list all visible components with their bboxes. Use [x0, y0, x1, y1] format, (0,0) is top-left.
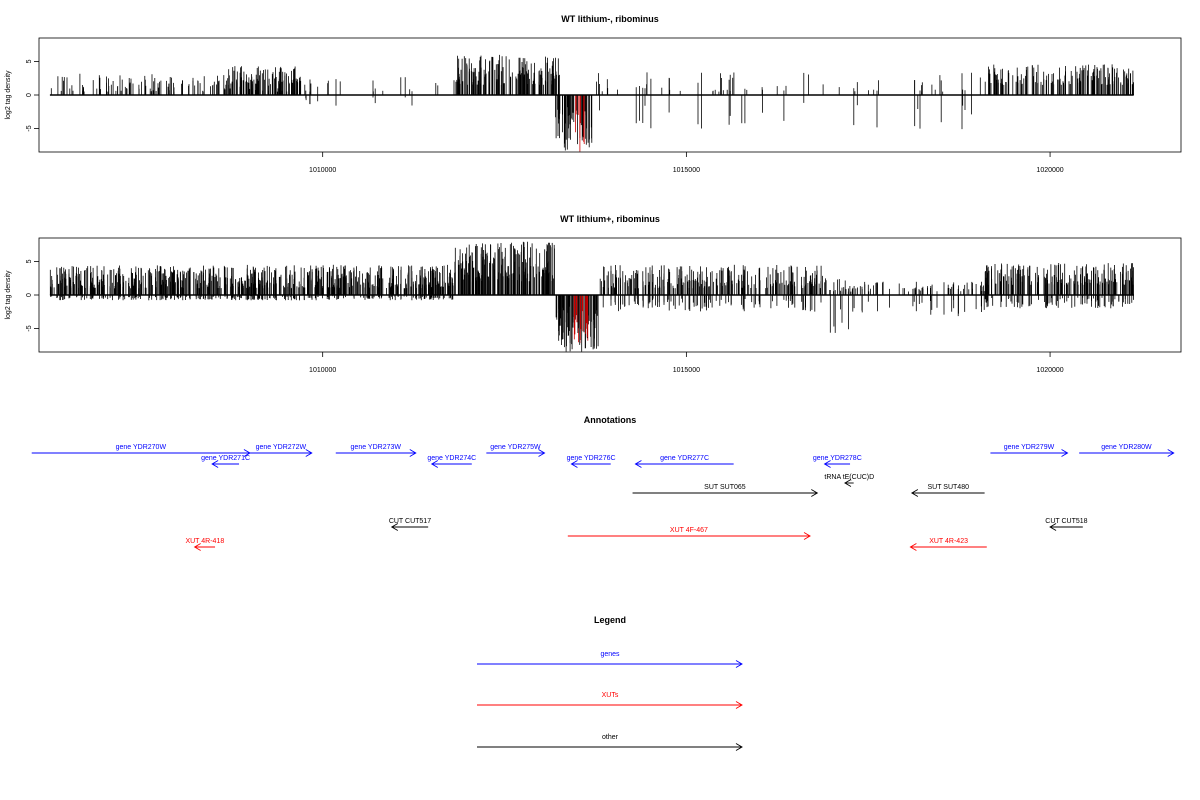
annotation-feature: gene YDR279W: [990, 444, 1069, 457]
y-tick-label: 5: [26, 59, 33, 63]
annotation-label: gene YDR278C: [813, 455, 862, 462]
plot-title: WT lithium-, ribominus: [561, 14, 659, 24]
legend-item: XUTs: [477, 692, 743, 709]
annotation-feature: CUT CUT517: [389, 518, 431, 531]
annotations-panel: Annotations gene YDR270W gene YDR271C gene …: [31, 415, 1175, 551]
annotation-feature: gene YDR274C: [427, 455, 476, 468]
legend-item: other: [477, 734, 743, 751]
legend-title: Legend: [594, 615, 626, 625]
legend-label: genes: [600, 651, 620, 658]
track-panel-lithium-plus: WT lithium+, ribominus -5 0 5 log2 tag densi…: [5, 214, 1182, 374]
annotation-label: XUT 4R-423: [929, 538, 968, 545]
x-axis: 1010000 1015000 1020000: [309, 352, 1064, 374]
y-axis-label: log2 tag density: [5, 270, 12, 320]
annotation-feature: CUT CUT518: [1045, 518, 1088, 531]
annotation-label: gene YDR279W: [1004, 444, 1055, 451]
legend-label: XUTs: [602, 692, 619, 699]
y-tick-label: 5: [26, 259, 33, 263]
legend-item: genes: [477, 651, 743, 668]
annotation-label: SUT SUT065: [704, 484, 746, 491]
y-axis: -5 0 5 log2 tag density: [5, 59, 39, 132]
y-tick-label: -5: [26, 325, 33, 331]
annotation-label: gene YDR280W: [1101, 444, 1152, 451]
plot-title: WT lithium+, ribominus: [560, 214, 660, 224]
x-tick-label: 1020000: [1036, 367, 1063, 374]
y-tick-label: 0: [26, 93, 33, 97]
signal-bars: [50, 54, 1134, 152]
annotation-label: gene YDR274C: [427, 455, 476, 462]
annotation-label: gene YDR271C: [201, 455, 250, 462]
annotation-feature: gene YDR275W: [486, 444, 546, 457]
annotation-feature: gene YDR271C: [201, 455, 250, 468]
annotation-feature: gene YDR276C: [567, 455, 616, 468]
annotation-label: CUT CUT518: [1045, 518, 1087, 525]
annotation-feature: gene YDR278C: [813, 455, 862, 468]
annotation-label: XUT 4R-418: [185, 538, 224, 545]
annotation-feature: gene YDR280W: [1079, 444, 1175, 457]
legend-panel: Legend genes XUTs other: [477, 615, 743, 751]
x-tick-label: 1010000: [309, 367, 336, 374]
annotation-label: SUT SUT480: [927, 484, 969, 491]
x-tick-label: 1015000: [673, 367, 700, 374]
x-axis: 1010000 1015000 1020000: [309, 152, 1064, 174]
y-axis: -5 0 5 log2 tag density: [5, 259, 39, 332]
annotation-feature: XUT 4R-418: [185, 538, 224, 551]
annotation-feature: gene YDR277C: [634, 455, 734, 468]
annotation-feature: gene YDR273W: [335, 444, 417, 457]
signal-bars: [49, 241, 1134, 352]
annotation-feature: gene YDR272W: [249, 444, 313, 457]
annotation-label: gene YDR270W: [116, 444, 167, 451]
annotation-label: XUT 4F-467: [670, 527, 708, 534]
annotation-feature: SUT SUT480: [910, 484, 985, 497]
y-tick-label: -5: [26, 125, 33, 131]
track-panel-lithium-minus: WT lithium-, ribominus -5 0 5 log2 tag densi…: [5, 14, 1182, 174]
annotation-label: gene YDR273W: [351, 444, 402, 451]
annotation-feature: XUT 4F-467: [567, 527, 811, 540]
annotation-label: tRNA tE(CUC)D: [824, 474, 874, 481]
annotation-feature: XUT 4R-423: [909, 538, 987, 551]
x-tick-label: 1010000: [309, 167, 336, 174]
annotation-label: gene YDR272W: [256, 444, 307, 451]
y-tick-label: 0: [26, 293, 33, 297]
y-axis-label: log2 tag density: [5, 70, 12, 120]
annotation-feature: tRNA tE(CUC)D: [824, 474, 874, 487]
annotation-label: gene YDR275W: [490, 444, 541, 451]
annotation-label: gene YDR277C: [660, 455, 709, 462]
x-tick-label: 1020000: [1036, 167, 1063, 174]
x-tick-label: 1015000: [673, 167, 700, 174]
annotations-title: Annotations: [584, 415, 637, 425]
annotation-label: CUT CUT517: [389, 518, 431, 525]
annotation-label: gene YDR276C: [567, 455, 616, 462]
annotation-feature: SUT SUT065: [632, 484, 819, 497]
legend-label: other: [602, 734, 619, 741]
